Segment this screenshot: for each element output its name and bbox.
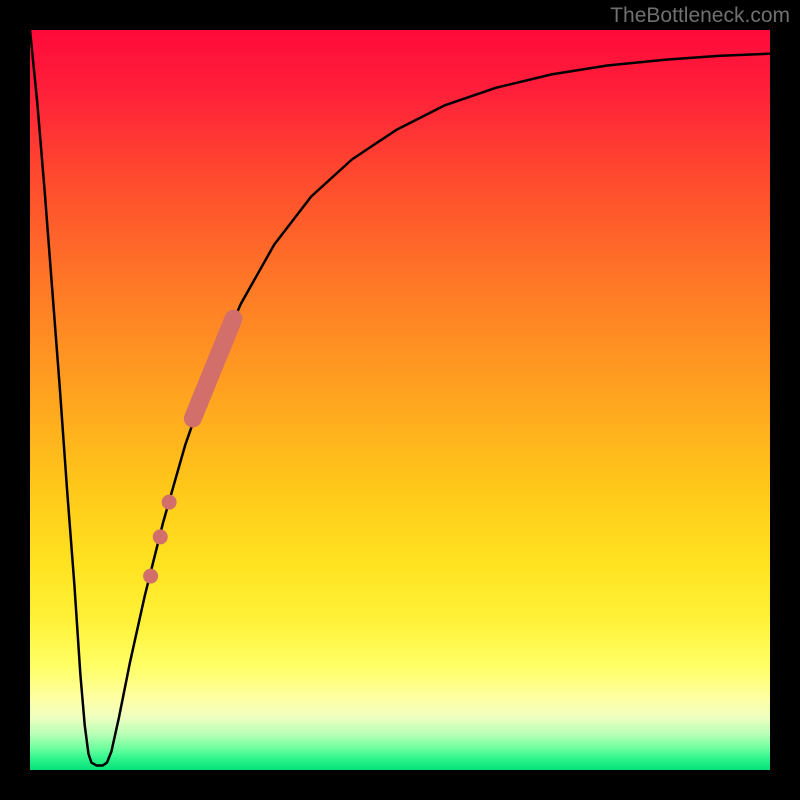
highlight-dot bbox=[162, 495, 177, 510]
highlight-dot bbox=[143, 569, 158, 584]
gradient-background bbox=[30, 30, 770, 770]
plot-area bbox=[30, 30, 770, 770]
highlight-dot bbox=[153, 529, 168, 544]
bottleneck-curve-chart bbox=[30, 30, 770, 770]
watermark-text: TheBottleneck.com bbox=[610, 4, 790, 28]
chart-outer-frame: TheBottleneck.com bbox=[0, 0, 800, 800]
